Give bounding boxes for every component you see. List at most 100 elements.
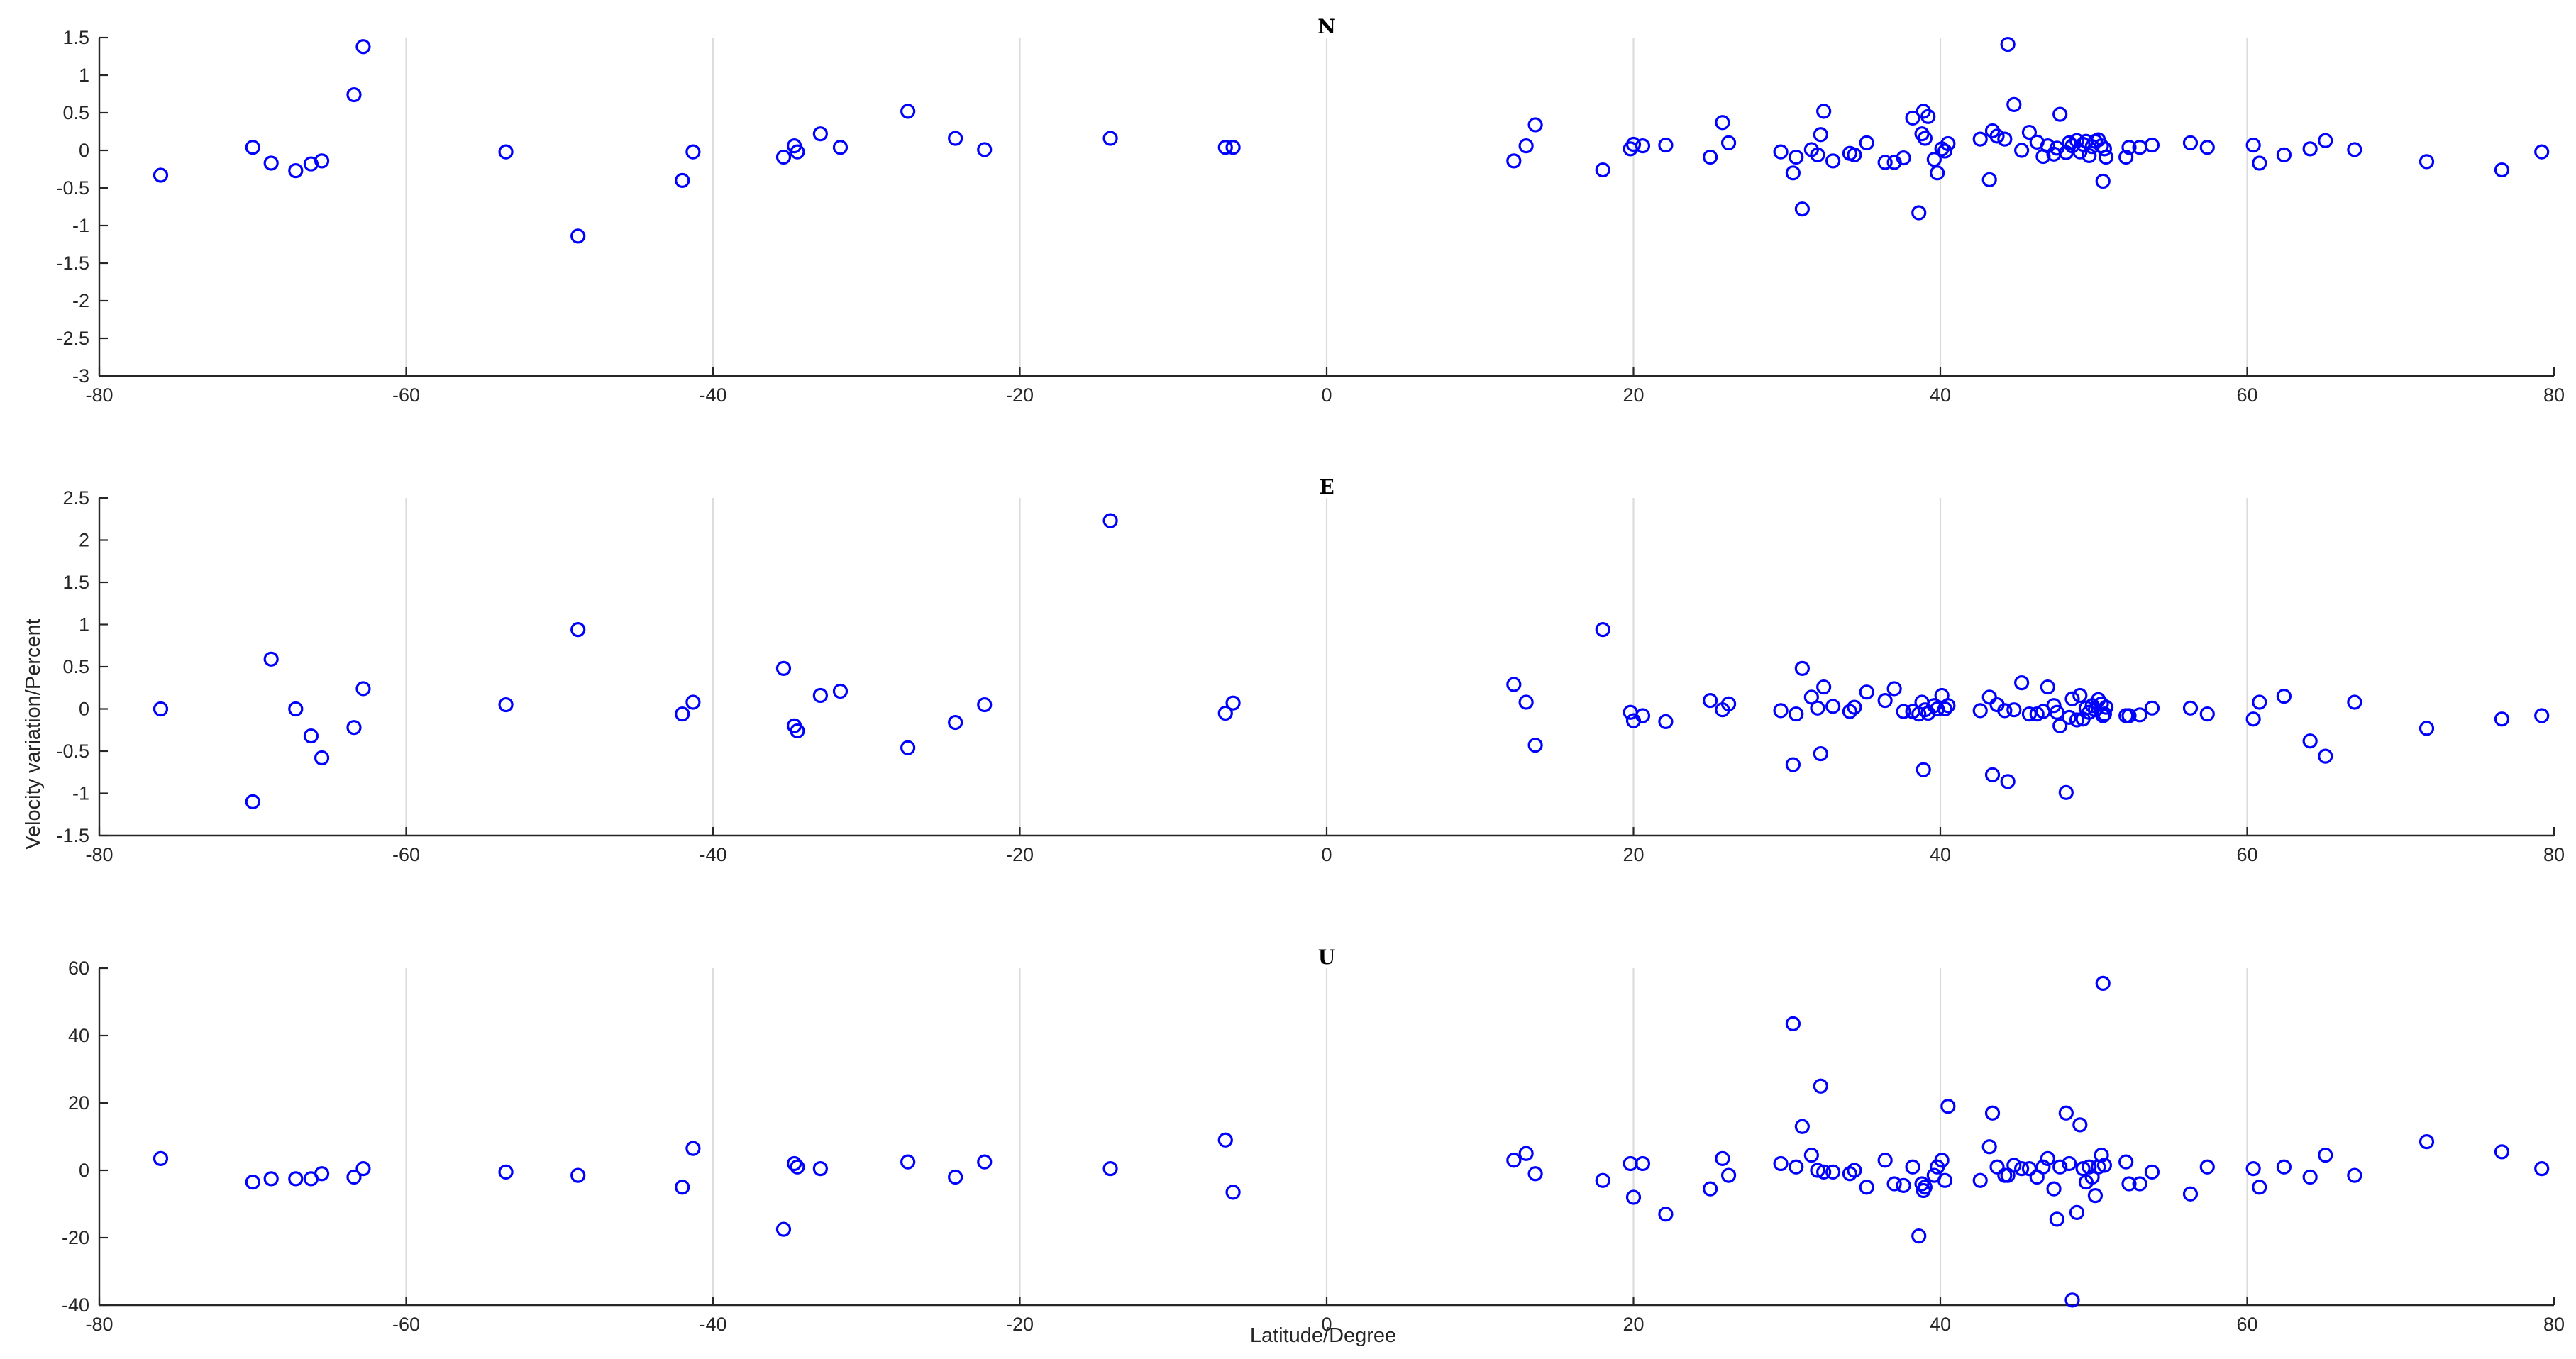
data-point-e [1225, 695, 1241, 711]
data-point-n [1911, 205, 1927, 221]
y-tick-label-n: -0.5 [56, 177, 89, 199]
data-point-u [2095, 975, 2111, 991]
data-point-u [1847, 1163, 1862, 1178]
data-point-u [2182, 1186, 2199, 1202]
y-tick-label-n: -3 [72, 365, 89, 387]
data-point-e [775, 660, 792, 676]
data-point-n [2082, 148, 2097, 164]
data-point-u [2087, 1188, 2104, 1204]
data-point-u [1527, 1166, 1543, 1182]
data-point-e [2058, 784, 2074, 800]
data-point-e [2062, 709, 2077, 726]
data-point-e [948, 714, 963, 731]
data-point-e [1972, 703, 1988, 719]
data-point-e [1896, 704, 1911, 719]
data-point-u [2072, 1117, 2088, 1133]
data-point-n [1810, 147, 1825, 162]
data-point-u [775, 1221, 792, 1237]
y-tick-label-n: 0.5 [62, 102, 89, 123]
data-point-e [2302, 733, 2318, 749]
data-point-e [1981, 689, 1997, 705]
data-point-u [1658, 1207, 1674, 1222]
data-point-n [1926, 152, 1942, 167]
data-point-n [2199, 140, 2215, 155]
data-point-u [1773, 1155, 1789, 1172]
data-point-n [2006, 96, 2022, 112]
data-point-u [1518, 1146, 1534, 1161]
data-point-e [498, 697, 514, 713]
y-tick-label-e: 1 [79, 614, 89, 636]
data-point-u [685, 1141, 701, 1156]
data-point-e [1877, 692, 1893, 709]
data-point-e [2096, 706, 2112, 722]
data-point-n [1102, 131, 1118, 146]
data-point-u [2318, 1148, 2333, 1163]
data-point-n [1785, 165, 1801, 181]
data-point-e [1847, 699, 1862, 715]
data-point-u [675, 1180, 690, 1195]
data-point-e [1886, 681, 1902, 697]
data-point-u [1225, 1185, 1241, 1200]
data-point-n [1518, 138, 1534, 154]
data-point-e [570, 622, 586, 638]
data-point-e [1825, 699, 1841, 714]
data-point-n [2021, 124, 2038, 140]
x-tick-label-n: -60 [392, 384, 420, 406]
data-point-n [775, 149, 792, 165]
y-tick-label-u: -40 [62, 1294, 89, 1316]
x-tick-label-u: 40 [1930, 1314, 1951, 1335]
data-point-n [2096, 141, 2112, 157]
data-point-u [2094, 1148, 2109, 1163]
data-point-u [1803, 1148, 1819, 1163]
data-point-u [1635, 1155, 1651, 1172]
y-tick-label-u: -20 [62, 1227, 89, 1248]
data-point-u [1720, 1167, 1737, 1183]
data-point-u [977, 1154, 993, 1170]
x-tick-label-n: 60 [2236, 384, 2257, 406]
data-point-n [812, 126, 828, 142]
data-point-e [153, 701, 169, 717]
data-point-e [1773, 703, 1789, 719]
data-point-u [346, 1169, 362, 1185]
data-point-u [288, 1171, 304, 1187]
data-point-u [355, 1161, 371, 1177]
x-tick-label-u: 80 [2543, 1314, 2565, 1335]
data-point-n [2095, 173, 2111, 189]
data-point-n [1658, 137, 1674, 153]
data-point-e [2052, 718, 2068, 733]
data-point-u [1981, 1139, 1997, 1155]
x-tick-label-e: 40 [1930, 844, 1951, 865]
data-point-u [498, 1164, 514, 1180]
data-point-n [1877, 155, 1893, 170]
data-point-u [2144, 1164, 2160, 1180]
x-tick-label-u: 0 [1321, 1314, 1332, 1335]
data-point-e [1789, 706, 1804, 722]
y-tick-label-e: -1 [72, 783, 89, 804]
data-point-e [2182, 700, 2199, 716]
data-point-e [1720, 696, 1737, 711]
data-point-u [1859, 1180, 1874, 1195]
x-tick-label-n: -40 [699, 384, 726, 406]
x-tick-label-e: -40 [699, 844, 726, 865]
data-point-n [498, 144, 514, 160]
chart-title-u: U [1318, 945, 1335, 969]
data-point-u [812, 1161, 828, 1177]
data-point-u [1914, 1176, 1930, 1192]
x-tick-label-e: -80 [85, 844, 113, 865]
data-point-n [1225, 140, 1241, 155]
data-point-e [1803, 689, 1819, 705]
x-tick-label-n: 80 [2543, 384, 2565, 406]
y-tick-label-u: 20 [68, 1092, 89, 1114]
data-point-e [685, 694, 701, 710]
x-tick-label-e: 20 [1623, 844, 1644, 865]
data-point-u [2014, 1161, 2030, 1177]
data-point-u [2049, 1211, 2064, 1227]
data-point-e [1816, 679, 1832, 695]
data-point-u [2075, 1161, 2091, 1177]
y-tick-label-u: 40 [68, 1025, 89, 1046]
data-point-u [2040, 1150, 2055, 1166]
data-point-u [263, 1171, 279, 1187]
data-point-n [2098, 149, 2114, 165]
data-point-u [2021, 1161, 2038, 1177]
